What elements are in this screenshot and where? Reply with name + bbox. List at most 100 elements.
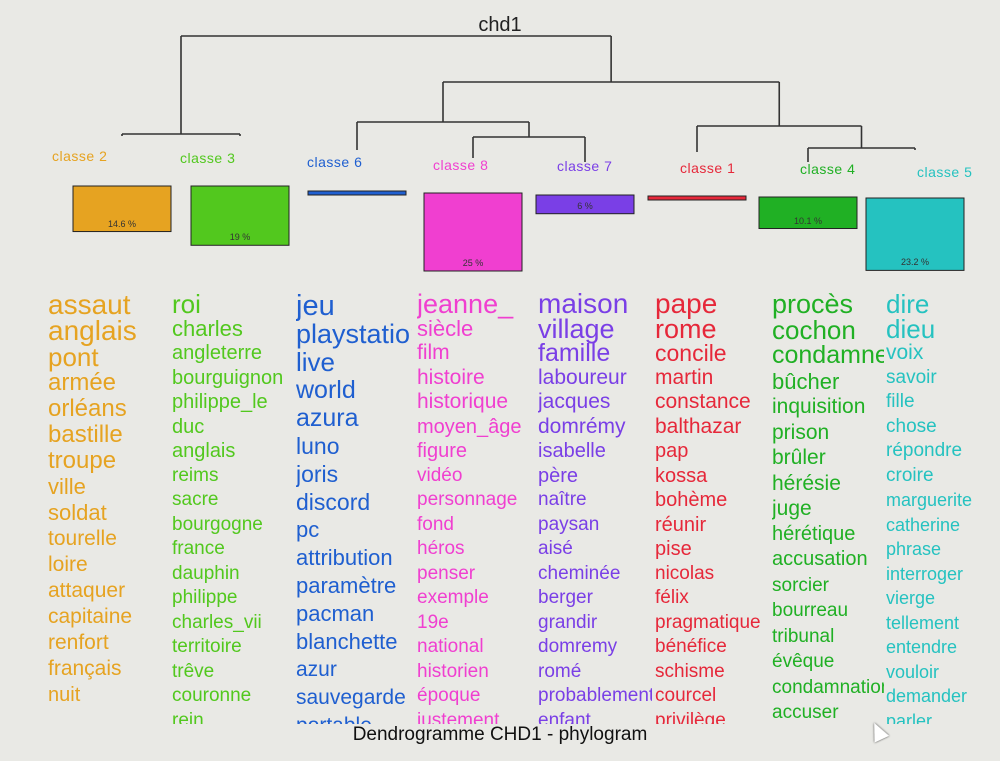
word-label: schisme xyxy=(655,660,725,682)
class-percent-label: 19 % xyxy=(229,232,251,243)
word-label: sauvegarde xyxy=(296,686,406,709)
word-label: bourreau xyxy=(772,600,849,621)
word-label: couronne xyxy=(172,685,252,706)
word-label: vidéo xyxy=(417,464,463,486)
word-label: pragmatique xyxy=(655,611,761,633)
word-label: prison xyxy=(772,420,830,444)
word-label: bastille xyxy=(48,421,123,448)
word-label: voix xyxy=(886,341,924,364)
word-label: tellement xyxy=(886,612,960,633)
word-label: vouloir xyxy=(886,661,940,682)
word-label: phrase xyxy=(886,539,942,559)
word-label: condamner xyxy=(772,341,884,369)
word-label: nicolas xyxy=(655,562,715,584)
class-label: classe 7 xyxy=(557,158,613,174)
word-label: catherine xyxy=(886,514,961,535)
word-label: savoir xyxy=(886,366,937,388)
word-label: dauphin xyxy=(172,562,240,584)
word-column-7: procèscochoncondamnerbûcherinquisitionpr… xyxy=(772,292,884,724)
word-label: trêve xyxy=(172,660,215,682)
word-label: pacman xyxy=(296,601,375,626)
word-label: bohème xyxy=(655,489,728,511)
class-percent-label: 6 % xyxy=(577,200,593,211)
word-label: anglais xyxy=(48,315,137,346)
word-label: paysan xyxy=(538,513,600,535)
class-label: classe 6 xyxy=(307,154,363,170)
word-label: privilège xyxy=(655,709,726,725)
word-column-2: roi charles angleterre bourguignon philippe_… xyxy=(172,292,290,724)
word-label: hérétique xyxy=(772,522,856,545)
word-label: orléans xyxy=(48,395,127,422)
word-label: rome xyxy=(655,313,717,344)
word-label: film xyxy=(417,341,450,364)
word-label: évêque xyxy=(772,651,835,672)
word-label: romé xyxy=(538,660,582,682)
class-label: classe 5 xyxy=(917,164,973,180)
class-bar-6 xyxy=(647,195,747,201)
class-size-bars xyxy=(72,185,965,272)
word-label: enfant xyxy=(538,709,591,725)
word-label: félix xyxy=(655,587,689,608)
word-label: portable xyxy=(296,712,412,724)
word-column-1: assaut anglais pont armée orléans bastille tro… xyxy=(48,292,160,724)
word-label: père xyxy=(538,464,579,487)
word-label: charles xyxy=(172,315,243,341)
word-label: charles_vii xyxy=(172,611,262,633)
word-label: armée xyxy=(48,369,117,396)
word-label: aisé xyxy=(538,538,573,559)
word-label: luno xyxy=(296,433,340,459)
word-label: dire xyxy=(886,292,930,319)
word-label: siècle xyxy=(417,315,474,341)
word-label: personnage xyxy=(417,489,518,510)
word-label: nuit xyxy=(48,684,81,706)
word-label: world xyxy=(296,376,356,404)
word-label: pc xyxy=(296,517,320,542)
word-label: national xyxy=(417,636,484,657)
word-label: chose xyxy=(886,415,937,437)
word-label: grandir xyxy=(538,611,598,633)
word-label: philippe_le xyxy=(172,391,268,413)
word-label: discord xyxy=(296,489,371,515)
word-label: 19e xyxy=(417,611,449,633)
word-label: france xyxy=(172,538,225,559)
word-label: bourguignon xyxy=(172,366,284,389)
word-label: berger xyxy=(538,587,593,608)
word-label: kossa xyxy=(655,464,708,487)
chart-title: chd1 xyxy=(478,14,522,36)
word-label: jacques xyxy=(538,390,611,413)
word-column-8: dire dieu voix savoir fille chose répondre croi… xyxy=(886,292,998,724)
word-label: fille xyxy=(886,391,915,412)
word-label: azur xyxy=(296,658,337,681)
word-label: rein xyxy=(172,709,204,725)
word-label: demander xyxy=(886,686,968,706)
class-bar-5 xyxy=(535,194,635,215)
word-label: sorcier xyxy=(772,574,830,596)
word-label: justement xyxy=(417,709,500,725)
word-label: domrémy xyxy=(538,414,626,438)
class-label: classe 1 xyxy=(680,160,736,176)
word-label: français xyxy=(48,657,122,680)
word-label: répondre xyxy=(886,440,963,461)
word-label: cheminée xyxy=(538,562,621,584)
word-column-6: pape rome concile martin constance balthazar p… xyxy=(655,292,767,724)
class-label: classe 2 xyxy=(52,148,108,164)
word-label: exemple xyxy=(417,587,489,608)
word-label: accuser xyxy=(772,702,839,723)
word-label: famille xyxy=(538,339,611,367)
word-label: histoire xyxy=(417,365,485,389)
word-column-3: jeuplaystationliveworldazuralunojorisdis… xyxy=(296,292,412,724)
word-label: historien xyxy=(417,660,489,682)
word-label: juge xyxy=(772,497,812,520)
word-label: accusation xyxy=(772,548,868,570)
word-label: fond xyxy=(417,513,454,535)
word-label: figure xyxy=(417,440,468,462)
word-label: angleterre xyxy=(172,342,263,364)
word-label: croire xyxy=(886,464,934,486)
word-label: parler xyxy=(886,710,933,725)
word-label: assaut xyxy=(48,292,131,320)
word-label: courcel xyxy=(655,685,717,706)
class-bar-4 xyxy=(423,192,523,272)
word-label: loire xyxy=(48,553,88,576)
word-label: paramètre xyxy=(296,573,397,598)
